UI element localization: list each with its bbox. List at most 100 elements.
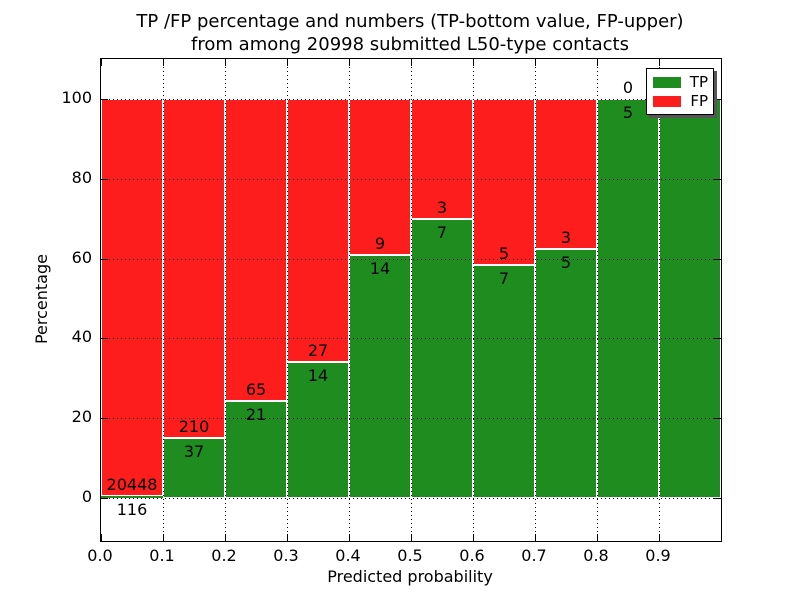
y-tick: [714, 99, 721, 100]
y-tick-label: 40: [71, 327, 92, 347]
x-tick: [101, 59, 102, 66]
x-tick-label: 0.7: [521, 546, 547, 565]
x-tick-label: 0.2: [211, 546, 237, 565]
tp-count-label: 5: [622, 103, 634, 122]
fp-count-label: 20448: [106, 474, 158, 494]
x-tick: [473, 534, 474, 541]
legend-swatch-fp-icon: [653, 96, 681, 107]
tp-count-label: 7: [436, 222, 448, 242]
x-tick: [287, 534, 288, 541]
legend-entry-fp: FP: [653, 93, 708, 110]
chart-title: TP /FP percentage and numbers (TP-bottom…: [60, 10, 760, 56]
y-tick: [714, 178, 721, 180]
x-gridline: [473, 59, 474, 541]
tp-count-label: 21: [245, 404, 267, 424]
x-gridline: [597, 59, 598, 541]
y-tick: [101, 258, 108, 260]
fp-bar: [535, 99, 597, 249]
x-gridline: [411, 59, 412, 541]
x-tick-label: 0.9: [645, 546, 671, 565]
fp-bar: [349, 99, 411, 256]
tp-bar: [349, 255, 411, 498]
y-tick-label: 100: [61, 88, 92, 107]
x-tick-label: 0.8: [583, 546, 609, 565]
tp-count-label: 14: [307, 365, 329, 385]
y-tick-label: 0: [81, 487, 92, 506]
fp-count-label: 3: [560, 227, 572, 247]
x-gridline: [163, 59, 164, 541]
fp-count-label: 0: [622, 78, 634, 97]
fp-bar: [163, 99, 225, 439]
fp-count-label: 65: [245, 379, 267, 399]
y-tick: [714, 418, 721, 420]
x-tick-label: 0.3: [273, 546, 299, 565]
x-gridline: [659, 59, 660, 541]
x-tick-label: 0.4: [335, 546, 361, 565]
y-tick-label: 80: [71, 167, 92, 187]
x-tick: [411, 534, 412, 541]
x-tick: [597, 59, 598, 66]
x-gridline: [349, 59, 350, 541]
y-tick: [714, 258, 721, 260]
x-tick-label: 0.5: [397, 546, 423, 565]
tp-bar: [101, 495, 163, 498]
x-tick: [411, 59, 412, 66]
x-tick: [659, 534, 660, 541]
y-tick: [714, 498, 721, 499]
fp-count-label: 3: [436, 197, 448, 217]
chart-title-line1: TP /FP percentage and numbers (TP-bottom…: [136, 11, 684, 32]
x-tick-label: 0.6: [459, 546, 485, 565]
tp-bar: [287, 361, 349, 498]
y-tick: [101, 178, 108, 180]
x-tick: [535, 534, 536, 541]
y-tick: [101, 338, 108, 340]
x-axis-label: Predicted probability: [327, 567, 493, 586]
x-tick: [225, 534, 226, 541]
tp-bar: [659, 99, 721, 498]
x-tick: [101, 534, 102, 541]
tp-count-label: 116: [116, 499, 148, 519]
tp-count-label: 37: [183, 442, 205, 462]
fp-count-label: 210: [178, 417, 210, 437]
tp-bar: [597, 99, 659, 498]
y-tick: [714, 338, 721, 340]
x-gridline: [287, 59, 288, 541]
chart-title-line2: from among 20998 submitted L50-type cont…: [191, 34, 629, 55]
fp-bar: [225, 99, 287, 401]
y-tick: [101, 498, 108, 499]
tp-bar: [225, 400, 287, 498]
fp-count-label: 5: [498, 244, 510, 264]
y-tick-label: 20: [71, 407, 92, 427]
tp-bar: [411, 218, 473, 498]
x-tick: [473, 59, 474, 66]
tp-count-label: 7: [498, 269, 510, 289]
x-tick-label: 0.0: [87, 546, 113, 565]
x-tick: [225, 59, 226, 66]
x-tick: [349, 534, 350, 541]
x-tick: [597, 534, 598, 541]
y-tick-label: 60: [71, 247, 92, 267]
tp-count-label: 5: [560, 252, 572, 272]
x-tick: [535, 59, 536, 66]
x-tick: [163, 534, 164, 541]
fp-bar: [473, 99, 535, 266]
legend-swatch-tp-icon: [653, 77, 681, 88]
x-tick: [287, 59, 288, 66]
x-gridline: [535, 59, 536, 541]
tp-bar: [473, 265, 535, 498]
x-tick: [659, 59, 660, 66]
tp-bar: [535, 248, 597, 498]
fp-bar: [287, 99, 349, 362]
fp-count-label: 9: [374, 234, 386, 254]
x-gridline: [225, 59, 226, 541]
fp-count-label: 27: [307, 340, 329, 360]
y-tick: [101, 99, 108, 100]
x-tick: [349, 59, 350, 66]
x-tick: [163, 59, 164, 66]
x-tick-label: 0.1: [149, 546, 175, 565]
legend: TP FP: [646, 68, 714, 115]
legend-entry-tp: TP: [653, 74, 708, 91]
fp-bar: [101, 99, 163, 496]
